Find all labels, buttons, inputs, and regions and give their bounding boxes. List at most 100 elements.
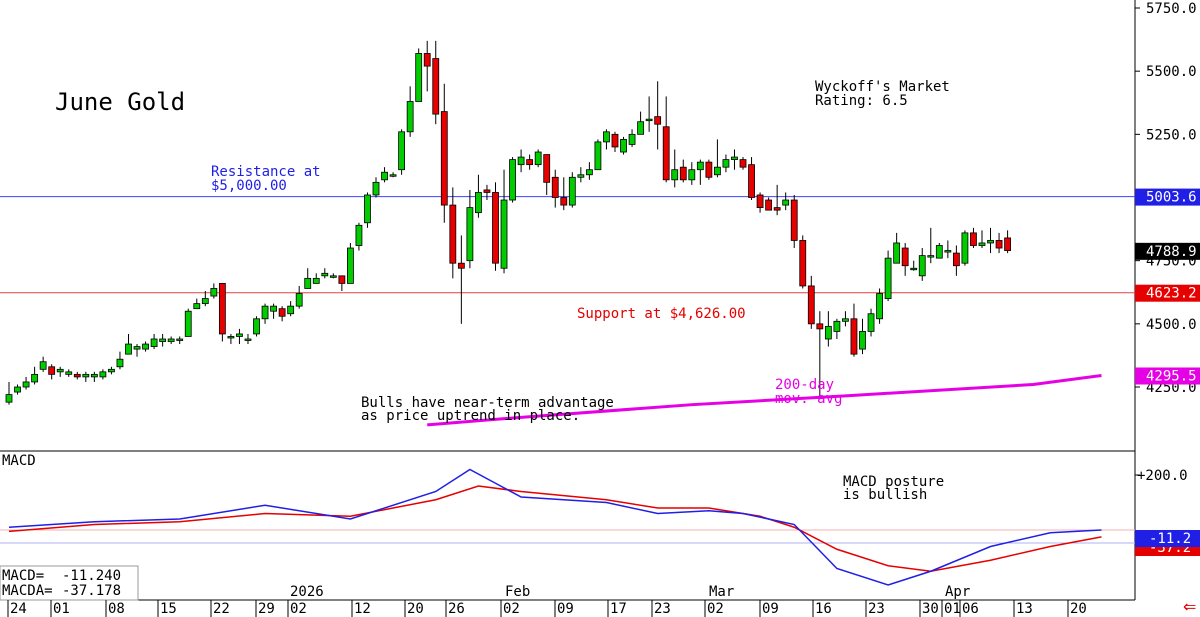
scroll-left-arrow-icon[interactable]: ⇐	[1183, 597, 1196, 616]
candle-body	[381, 171, 388, 181]
candle-body	[876, 293, 883, 320]
candle-body	[304, 277, 312, 289]
candle-body	[116, 358, 124, 368]
candle-body	[585, 169, 593, 176]
candle-body	[833, 320, 841, 332]
candle-body	[406, 101, 414, 133]
candle-body	[551, 176, 559, 198]
candle-body	[859, 331, 866, 350]
price-tag-box	[1135, 367, 1200, 385]
candle-body	[927, 255, 935, 258]
macda-legend-label: MACDA=	[2, 583, 53, 599]
candle-body	[1004, 237, 1011, 251]
price-tag-label: 5003.6	[1146, 190, 1197, 206]
date-axis-ticks: 24 01 08 15 22 29 02 12 20 26 02 09 17 23 02 09 16 23 30 01…	[7, 600, 1087, 617]
macd-line	[8, 468, 1102, 586]
candle-body	[218, 283, 226, 335]
candle-body	[5, 394, 13, 403]
candle-body	[577, 174, 585, 178]
date-tick-label: 01	[944, 601, 961, 617]
candle-body	[526, 159, 534, 166]
candle-body	[935, 245, 943, 259]
date-tick-label: 24	[10, 601, 27, 617]
date-tick-label: 02	[290, 601, 307, 617]
candle-body	[287, 305, 295, 315]
candle-body	[671, 169, 679, 181]
candle-body	[457, 262, 465, 269]
price-tag-label: 4623.2	[1146, 286, 1197, 302]
macd-legend-label: MACD=	[2, 568, 44, 584]
candle-body	[714, 166, 721, 176]
candle-body	[329, 275, 337, 278]
candle-body	[987, 240, 994, 244]
candle-body	[108, 368, 115, 373]
candle-body	[440, 111, 448, 206]
date-tick-label: 20	[1070, 601, 1087, 617]
macd-tick-label: +200.0	[1137, 468, 1188, 484]
candle-body	[824, 325, 832, 340]
candle-body	[790, 199, 798, 241]
date-tick-label: 09	[762, 601, 779, 617]
date-tick-label: 08	[108, 601, 125, 617]
candle-body	[816, 323, 824, 330]
candle-body	[39, 361, 47, 370]
candle-body	[389, 174, 397, 177]
chart-title: June Gold	[55, 88, 185, 116]
candle-body	[415, 53, 423, 102]
candle-body	[850, 318, 858, 355]
candle-body	[321, 272, 329, 277]
date-tick-label: 02	[503, 601, 520, 617]
candle-body	[696, 161, 704, 171]
candle-body	[398, 131, 406, 171]
candle-body	[509, 159, 516, 201]
bulls-label-1: Bulls have near-term advantage	[361, 395, 614, 411]
resistance-label-2: $5,000.00	[211, 178, 287, 194]
candle-body	[125, 343, 132, 355]
candle-body	[73, 373, 81, 378]
candle-body	[432, 58, 440, 115]
candle-body	[543, 154, 551, 183]
candle-body	[423, 53, 431, 67]
candle-body	[961, 232, 969, 264]
price-tag-box	[1135, 188, 1200, 206]
candle-body	[466, 207, 474, 262]
candle-body	[449, 204, 457, 264]
candle-body	[184, 310, 192, 337]
candle-body	[645, 118, 653, 122]
macd-note-2: is bullish	[843, 487, 927, 503]
date-tick-label: 22	[213, 601, 230, 617]
candle-body	[65, 371, 73, 375]
candle-body	[167, 338, 175, 342]
price-tick-label: 4500.0	[1146, 317, 1197, 333]
candle-body	[799, 240, 807, 287]
candle-body	[150, 338, 158, 347]
price-tick-label: 5750.0	[1146, 1, 1197, 17]
candle-body	[244, 338, 252, 341]
candle-body	[492, 192, 499, 264]
candle-body	[765, 199, 773, 211]
candle-body	[133, 346, 141, 350]
price-tag-box	[1135, 242, 1200, 260]
candle-body	[978, 242, 986, 246]
price-tag-box	[1135, 284, 1200, 302]
macd-tag-label: -11.2	[1149, 531, 1191, 547]
candle-body	[475, 192, 482, 214]
candle-body	[82, 373, 90, 378]
date-tick-label: 09	[557, 601, 574, 617]
candle-body	[952, 252, 960, 267]
candle-body	[867, 313, 875, 332]
candle-body	[918, 255, 926, 277]
month-label-apr: Apr	[945, 584, 970, 600]
candle-body	[594, 141, 602, 171]
candle-body	[705, 161, 713, 178]
date-tick-label: 01	[53, 601, 70, 617]
candle-body	[628, 133, 636, 145]
candle-body	[201, 298, 209, 305]
candle-body	[773, 207, 781, 211]
date-tick-label: 30	[922, 601, 939, 617]
candle-body	[807, 285, 815, 325]
candle-body	[48, 366, 56, 375]
year-label: 2026	[290, 584, 324, 600]
candle-body	[517, 156, 525, 166]
candle-body	[662, 126, 670, 181]
